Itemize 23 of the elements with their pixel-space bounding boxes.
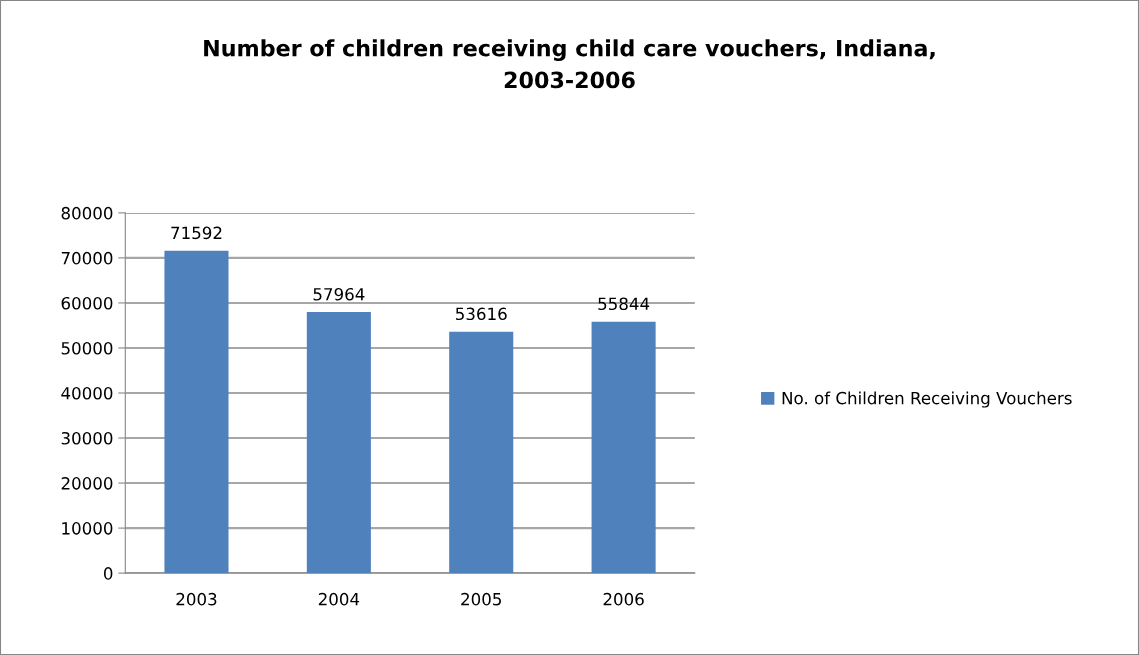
y-tick-label: 80000 xyxy=(61,206,113,220)
x-tick-label: 2005 xyxy=(461,592,501,606)
y-tick-label: 0 xyxy=(103,567,113,580)
y-tick-label: 20000 xyxy=(61,477,113,490)
legend-label: No. of Children Receiving Vouchers xyxy=(782,391,1072,408)
bar xyxy=(449,331,514,574)
y-tick-label: 10000 xyxy=(62,522,113,535)
y-tick-label: 40000 xyxy=(61,386,113,400)
bar xyxy=(164,250,229,574)
data-label: 53616 xyxy=(456,307,507,321)
data-label: 57964 xyxy=(313,287,365,301)
x-tick-label: 2004 xyxy=(318,592,360,606)
x-tick-label: 2006 xyxy=(603,592,644,606)
x-tick-label: 2003 xyxy=(176,592,217,606)
data-label: 71592 xyxy=(171,226,222,240)
y-tick-label: 60000 xyxy=(61,296,113,310)
y-tick-label: 30000 xyxy=(61,431,113,445)
y-tick-label: 50000 xyxy=(61,341,113,355)
bar xyxy=(591,321,656,574)
chart-title: Number of children receiving child care vouchers, Indiana, 2003-2006 xyxy=(204,39,935,89)
bar xyxy=(306,312,371,574)
y-tick-label: 70000 xyxy=(61,251,113,265)
data-label: 55844 xyxy=(598,297,650,311)
